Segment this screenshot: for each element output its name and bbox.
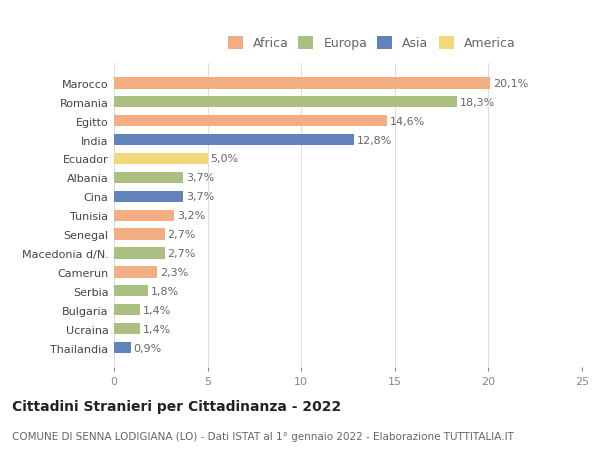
Bar [114,323,140,335]
Bar [114,229,164,240]
Bar [114,285,148,297]
Text: COMUNE DI SENNA LODIGIANA (LO) - Dati ISTAT al 1° gennaio 2022 - Elaborazione TU: COMUNE DI SENNA LODIGIANA (LO) - Dati IS… [12,431,514,442]
Text: 20,1%: 20,1% [493,78,529,89]
Text: 2,7%: 2,7% [167,248,196,258]
Text: 3,7%: 3,7% [186,173,214,183]
Bar [114,172,183,184]
Text: 3,7%: 3,7% [186,192,214,202]
Bar [114,210,174,221]
Bar [114,248,164,259]
Text: 5,0%: 5,0% [211,154,239,164]
Text: 0,9%: 0,9% [134,343,162,353]
Bar [114,78,490,90]
Text: 1,4%: 1,4% [143,305,171,315]
Legend: Africa, Europa, Asia, America: Africa, Europa, Asia, America [225,34,518,53]
Bar [114,97,457,108]
Text: 2,7%: 2,7% [167,230,196,240]
Text: 1,8%: 1,8% [151,286,179,296]
Bar [114,191,183,202]
Bar [114,134,353,146]
Bar [114,304,140,316]
Bar [114,267,157,278]
Text: 14,6%: 14,6% [390,117,425,126]
Bar [114,342,131,353]
Text: 12,8%: 12,8% [356,135,392,145]
Text: 1,4%: 1,4% [143,324,171,334]
Text: 2,3%: 2,3% [160,267,188,277]
Text: 18,3%: 18,3% [460,98,494,107]
Text: 3,2%: 3,2% [177,211,205,221]
Bar [114,116,388,127]
Text: Cittadini Stranieri per Cittadinanza - 2022: Cittadini Stranieri per Cittadinanza - 2… [12,399,341,413]
Bar [114,153,208,165]
